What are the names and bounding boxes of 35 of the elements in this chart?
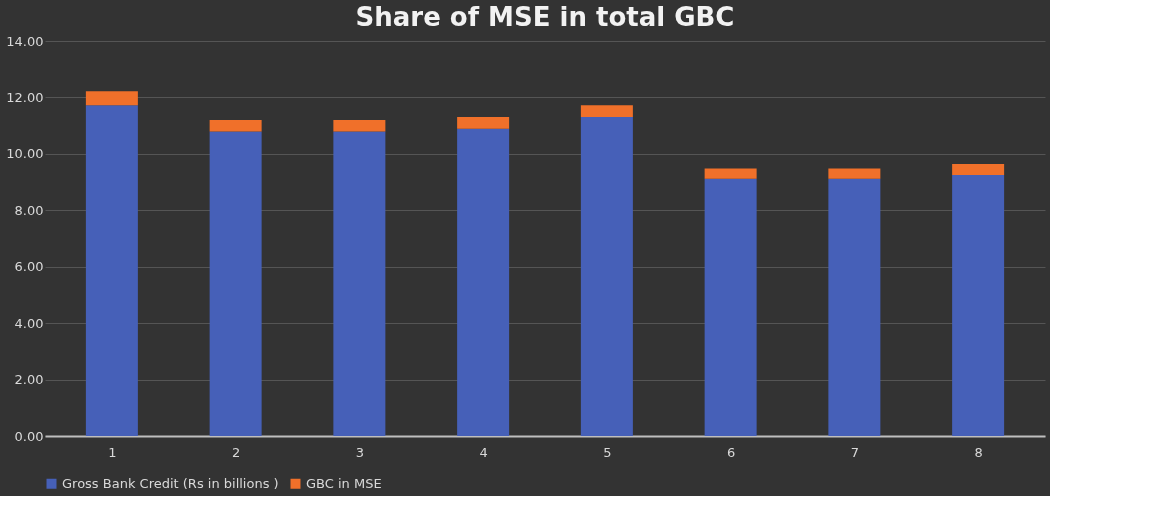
x-tick-label: 2 (231, 444, 241, 460)
bar (952, 164, 1005, 176)
x-tick-label: 4 (479, 444, 488, 460)
x-tick-label: 8 (974, 444, 983, 460)
bar (209, 120, 262, 132)
bar (580, 105, 633, 117)
bar (333, 131, 386, 436)
legend-label: Gross Bank Credit (Rs in billions ) (62, 475, 279, 491)
x-tick-label: 6 (726, 444, 736, 460)
bar (85, 91, 138, 106)
y-tick-label: 12.00 (6, 89, 44, 105)
bar (828, 178, 881, 436)
y-tick-label: 2.00 (14, 372, 44, 388)
y-tick-label: 6.00 (14, 259, 44, 275)
bar (457, 128, 510, 436)
bar (704, 168, 757, 179)
chart-title: Share of MSE in total GBC (355, 2, 735, 32)
y-tick-label: 10.00 (6, 146, 44, 162)
bar (209, 131, 262, 436)
bar (952, 175, 1005, 436)
legend-label: GBC in MSE (306, 475, 382, 491)
bar (704, 178, 757, 436)
bar (333, 120, 386, 132)
y-tick-label: 0.00 (14, 428, 44, 444)
x-tick-label: 1 (108, 444, 117, 460)
y-tick-label: 14.00 (6, 33, 44, 49)
x-tick-label: 3 (355, 444, 365, 460)
y-tick-label: 8.00 (14, 202, 44, 218)
bar (828, 168, 881, 179)
y-tick-label: 4.00 (14, 315, 44, 331)
x-tick-label: 7 (850, 444, 860, 460)
bar (457, 116, 510, 129)
x-tick-label: 5 (603, 444, 612, 460)
bar (580, 116, 633, 436)
bar (85, 105, 138, 436)
